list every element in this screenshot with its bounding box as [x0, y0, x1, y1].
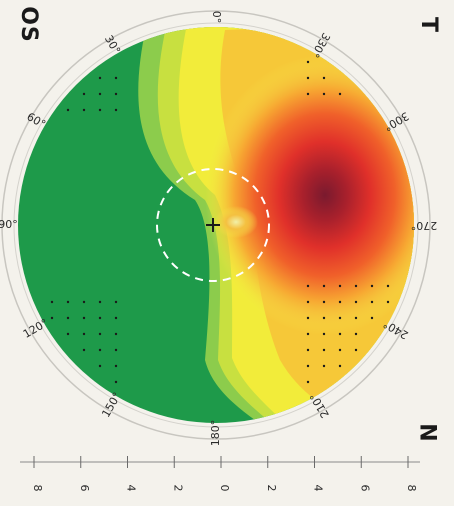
angle-label: 0° — [210, 11, 223, 24]
pupil-circle — [156, 168, 270, 282]
grid-dot — [322, 348, 326, 352]
grid-dot — [306, 60, 310, 64]
grid-dot — [354, 348, 358, 352]
grid-dot — [354, 332, 358, 336]
grid-dot — [386, 284, 390, 288]
grid-dot — [98, 316, 102, 320]
inner-ring — [13, 22, 419, 428]
grid-dot — [66, 332, 70, 336]
angle-label: 270° — [411, 219, 438, 232]
grid-dot — [50, 300, 54, 304]
grid-dot — [322, 76, 326, 80]
scale-tick-label: 6 — [358, 485, 371, 492]
angle-label: 240° — [381, 317, 410, 342]
angle-label: 120° — [21, 316, 50, 341]
grid-dot — [322, 284, 326, 288]
angle-label: 180° — [209, 420, 222, 447]
angle-label: 210° — [307, 391, 332, 420]
grid-dot — [50, 316, 54, 320]
scale-tick-label: 6 — [78, 485, 91, 492]
grid-dot — [98, 364, 102, 368]
grid-dot — [338, 348, 342, 352]
grid-dot — [322, 300, 326, 304]
scale-tick-label: 8 — [405, 485, 418, 492]
grid-dot — [82, 300, 86, 304]
grid-dot — [338, 300, 342, 304]
grid-dot — [354, 300, 358, 304]
dot-grid — [50, 60, 390, 384]
grid-dot — [306, 332, 310, 336]
grid-dot — [338, 332, 342, 336]
scale-tick-label: 2 — [171, 485, 184, 492]
grid-dot — [66, 300, 70, 304]
grid-dot — [370, 300, 374, 304]
grid-dot — [82, 332, 86, 336]
scale-tick-label: 2 — [265, 485, 278, 492]
scale-tick-label: 4 — [125, 485, 138, 492]
grid-dot — [82, 108, 86, 112]
grid-dot — [354, 316, 358, 320]
scale-tick-label: 4 — [312, 485, 325, 492]
nasal-label: N — [414, 423, 440, 442]
grid-dot — [98, 76, 102, 80]
grid-dot — [114, 332, 118, 336]
grid-dot — [82, 348, 86, 352]
grid-dot — [322, 316, 326, 320]
grid-dot — [98, 300, 102, 304]
grid-dot — [306, 300, 310, 304]
grid-dot — [114, 108, 118, 112]
grid-dot — [306, 92, 310, 96]
angle-label: 300° — [382, 109, 411, 134]
grid-dot — [338, 316, 342, 320]
grid-dot — [322, 364, 326, 368]
grid-dot — [114, 92, 118, 96]
grid-dot — [322, 332, 326, 336]
grid-dot — [306, 316, 310, 320]
outer-ring — [1, 10, 431, 440]
grid-dot — [338, 284, 342, 288]
grid-dot — [306, 284, 310, 288]
grid-dot — [306, 76, 310, 80]
grid-dot — [82, 316, 86, 320]
temporal-label: T — [415, 16, 441, 33]
grid-dot — [66, 108, 70, 112]
grid-dot — [386, 300, 390, 304]
grid-dot — [114, 316, 118, 320]
grid-dot — [338, 92, 342, 96]
scale-ticks: 8 6 4 2 0 2 4 6 8 — [31, 456, 418, 492]
grid-dot — [82, 92, 86, 96]
scale-tick-label: 0 — [218, 485, 231, 492]
grid-dot — [114, 364, 118, 368]
grid-dot — [354, 284, 358, 288]
grid-dot — [114, 300, 118, 304]
grid-dot — [370, 284, 374, 288]
angle-label: 330° — [308, 30, 333, 59]
grid-dot — [98, 92, 102, 96]
center-cross — [206, 218, 220, 232]
eye-label: OS — [15, 6, 41, 43]
scale-tick-label: 8 — [31, 485, 44, 492]
grid-dot — [306, 348, 310, 352]
angle-label: 90° — [0, 218, 18, 231]
grid-dot — [114, 76, 118, 80]
grid-dot — [370, 316, 374, 320]
grid-dot — [306, 380, 310, 384]
grid-dot — [114, 348, 118, 352]
grid-dot — [322, 92, 326, 96]
grid-dot — [338, 364, 342, 368]
angle-label: 150° — [99, 390, 124, 419]
grid-dot — [306, 364, 310, 368]
grid-dot — [114, 380, 118, 384]
grid-dot — [98, 348, 102, 352]
grid-dot — [98, 332, 102, 336]
grid-dot — [98, 108, 102, 112]
grid-dot — [66, 316, 70, 320]
